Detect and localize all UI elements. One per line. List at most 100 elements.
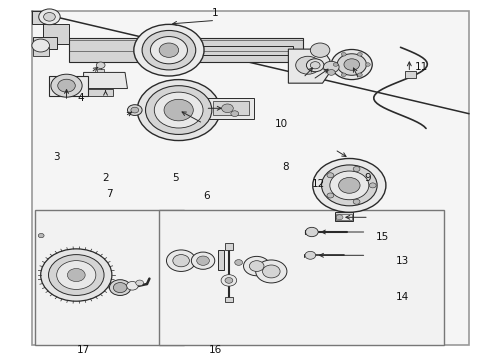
Text: 2: 2 [102,173,109,183]
Circle shape [330,49,371,80]
Text: 10: 10 [275,120,288,129]
Polygon shape [43,24,69,44]
Text: 15: 15 [375,232,388,242]
Circle shape [352,166,359,171]
Bar [405,71,415,78]
Circle shape [368,183,375,188]
Circle shape [163,99,193,121]
Circle shape [224,278,232,283]
Circle shape [338,177,359,193]
Circle shape [310,62,320,69]
Circle shape [332,63,337,66]
Circle shape [38,233,44,238]
Circle shape [57,261,96,289]
Text: 8: 8 [281,162,288,172]
Circle shape [310,43,329,57]
Circle shape [39,9,60,25]
Circle shape [109,280,131,296]
Circle shape [357,53,362,56]
Circle shape [134,24,203,76]
Circle shape [295,56,320,74]
Text: 11: 11 [414,62,427,72]
Circle shape [67,269,85,282]
Text: 17: 17 [77,345,90,355]
Circle shape [262,265,280,278]
Circle shape [221,275,236,286]
Circle shape [58,79,75,92]
Text: 7: 7 [106,189,113,199]
Circle shape [305,251,315,259]
Text: 13: 13 [395,256,408,266]
Circle shape [327,69,334,75]
Circle shape [306,59,324,72]
Polygon shape [69,39,303,62]
Text: 6: 6 [203,191,209,201]
Circle shape [32,39,49,52]
Circle shape [41,249,112,301]
Text: 14: 14 [395,292,408,302]
Circle shape [336,54,366,75]
Circle shape [154,92,203,128]
Circle shape [196,256,209,265]
Circle shape [96,62,105,68]
Circle shape [131,107,139,113]
Polygon shape [212,101,249,116]
Polygon shape [288,49,329,83]
Circle shape [249,261,264,271]
Circle shape [234,260,242,265]
Circle shape [305,227,318,237]
Circle shape [243,256,269,276]
Circle shape [255,260,286,283]
Bar [32,12,468,345]
Circle shape [343,59,359,70]
Text: 12: 12 [311,179,325,189]
Circle shape [230,111,238,117]
Circle shape [150,37,187,64]
Circle shape [191,252,214,269]
Circle shape [329,171,368,200]
Circle shape [341,53,346,56]
Polygon shape [205,98,254,119]
Text: 1: 1 [211,8,218,18]
Text: 3: 3 [53,152,60,162]
Bar [97,69,104,72]
Text: 16: 16 [208,345,222,355]
Circle shape [51,74,82,97]
Circle shape [127,105,142,116]
Text: 4: 4 [77,93,83,103]
Circle shape [166,250,195,271]
Bar [35,211,183,345]
Circle shape [326,173,333,178]
Circle shape [365,63,369,66]
Circle shape [341,73,346,77]
Circle shape [43,13,55,21]
Text: 9: 9 [363,173,370,183]
Text: 5: 5 [172,173,178,183]
Circle shape [159,43,178,57]
Bar [224,297,233,302]
Bar [159,211,444,345]
Circle shape [323,61,338,73]
Polygon shape [33,37,57,49]
Circle shape [335,215,342,220]
Polygon shape [33,47,49,56]
Polygon shape [86,89,113,96]
Bar [334,212,352,221]
Circle shape [136,280,143,286]
Circle shape [312,158,385,212]
Polygon shape [49,76,88,96]
Circle shape [113,283,127,293]
Bar [218,250,224,270]
Circle shape [172,255,189,267]
Bar [335,214,351,220]
Polygon shape [32,12,49,24]
Polygon shape [83,72,127,89]
Circle shape [126,282,138,290]
Circle shape [137,80,220,140]
Circle shape [145,86,211,134]
Circle shape [221,104,233,113]
Bar [224,243,233,250]
Circle shape [321,165,376,206]
Circle shape [352,199,359,204]
Circle shape [357,73,362,77]
